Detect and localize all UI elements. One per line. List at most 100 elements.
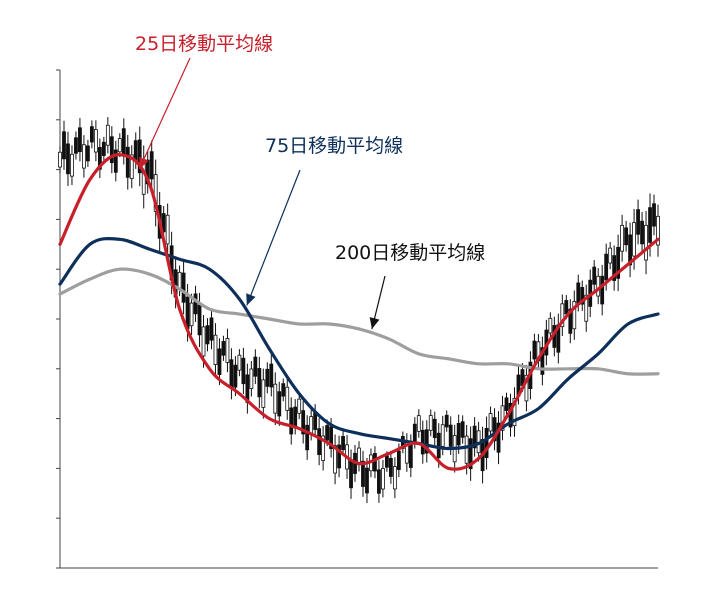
price-body bbox=[584, 294, 589, 322]
price-body bbox=[381, 467, 385, 490]
price-body bbox=[149, 151, 154, 180]
price-body bbox=[129, 154, 134, 179]
price-body bbox=[133, 140, 138, 162]
price-body bbox=[137, 139, 142, 174]
price-body bbox=[333, 445, 337, 474]
price-body bbox=[432, 418, 437, 439]
price-body bbox=[229, 359, 234, 389]
price-body bbox=[297, 398, 302, 414]
price-body bbox=[620, 224, 625, 252]
price-body bbox=[640, 220, 644, 245]
price-body bbox=[109, 136, 114, 164]
price-body bbox=[281, 383, 286, 397]
price-body bbox=[193, 293, 198, 315]
price-body bbox=[66, 143, 70, 175]
annotation-arrow-line-1 bbox=[246, 169, 301, 306]
price-body bbox=[532, 340, 537, 360]
price-body bbox=[600, 275, 605, 305]
price-body bbox=[117, 138, 122, 153]
price-body bbox=[113, 149, 118, 173]
price-body bbox=[448, 424, 453, 447]
price-body bbox=[636, 209, 640, 235]
price-body bbox=[564, 300, 569, 315]
price-body bbox=[301, 410, 306, 435]
price-body bbox=[285, 386, 290, 411]
price-body bbox=[616, 246, 621, 279]
price-body bbox=[181, 272, 186, 303]
price-body bbox=[572, 301, 577, 330]
price-body bbox=[612, 255, 617, 281]
price-body bbox=[365, 467, 369, 494]
price-body bbox=[325, 425, 330, 441]
price-body bbox=[440, 424, 445, 447]
moving-average-lines bbox=[58, 153, 660, 471]
series-line-1 bbox=[58, 236, 660, 451]
price-body bbox=[161, 213, 166, 233]
price-body bbox=[105, 124, 110, 146]
price-body bbox=[165, 214, 170, 245]
price-body bbox=[628, 234, 632, 266]
price-body bbox=[265, 368, 270, 387]
price-body bbox=[213, 334, 218, 365]
annotation-arrow-head-2 bbox=[369, 317, 380, 330]
price-body bbox=[580, 287, 585, 305]
price-body bbox=[373, 453, 377, 472]
price-body bbox=[444, 414, 449, 428]
price-body bbox=[492, 417, 497, 442]
price-body bbox=[221, 341, 226, 356]
price-body bbox=[652, 203, 656, 227]
annotation-arrow-head-0 bbox=[139, 156, 149, 169]
price-body bbox=[512, 397, 517, 427]
price-body bbox=[408, 443, 413, 468]
price-body bbox=[648, 207, 652, 243]
price-body bbox=[524, 374, 529, 402]
annotation-label-0: 25日移動平均線 bbox=[135, 33, 273, 55]
price-body bbox=[504, 397, 509, 411]
price-body bbox=[62, 131, 66, 160]
price-body bbox=[241, 357, 246, 385]
price-body bbox=[349, 460, 353, 489]
series-line-0 bbox=[58, 153, 660, 471]
price-body bbox=[289, 407, 294, 435]
price-body bbox=[592, 266, 597, 285]
annotation-arrow-head-1 bbox=[246, 293, 256, 306]
price-body bbox=[225, 338, 230, 363]
price-body bbox=[237, 354, 242, 371]
price-bars bbox=[58, 117, 660, 504]
price-body bbox=[632, 222, 636, 257]
annotation-arrow-line-0 bbox=[138, 57, 191, 170]
price-body bbox=[644, 224, 648, 261]
price-body bbox=[309, 416, 314, 434]
price-body bbox=[576, 282, 581, 304]
price-body bbox=[253, 356, 258, 377]
price-body bbox=[329, 426, 333, 450]
price-body bbox=[361, 460, 365, 487]
price-body bbox=[496, 422, 501, 453]
annotation-label-2: 200日移動平均線 bbox=[335, 242, 485, 264]
price-body bbox=[392, 466, 397, 490]
price-body bbox=[460, 421, 465, 438]
price-body bbox=[456, 423, 461, 446]
price-body bbox=[548, 317, 553, 334]
price-body bbox=[420, 429, 425, 455]
price-body bbox=[428, 415, 433, 431]
price-body bbox=[201, 326, 206, 357]
price-body bbox=[101, 141, 106, 156]
price-body bbox=[269, 363, 274, 388]
price-body bbox=[121, 128, 126, 155]
price-body bbox=[560, 303, 565, 328]
price-body bbox=[568, 308, 573, 334]
price-body bbox=[412, 423, 417, 442]
price-body bbox=[608, 247, 613, 264]
annotation-label-1: 75日移動平均線 bbox=[265, 135, 403, 157]
price-body bbox=[89, 126, 94, 143]
price-body bbox=[416, 415, 421, 432]
annotations: 25日移動平均線 75日移動平均線 200日移動平均線 bbox=[135, 33, 485, 330]
price-body bbox=[424, 429, 429, 454]
price-body bbox=[472, 425, 477, 449]
price-body bbox=[464, 435, 469, 464]
price-body bbox=[317, 428, 322, 456]
price-body bbox=[86, 145, 90, 162]
price-body bbox=[273, 383, 278, 414]
